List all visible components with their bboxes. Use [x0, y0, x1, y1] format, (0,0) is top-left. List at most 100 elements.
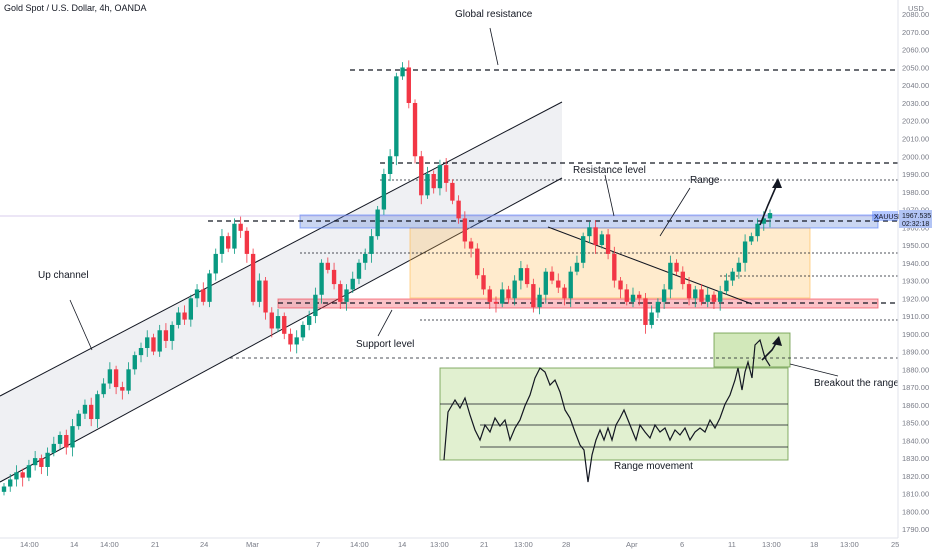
- candle-down: [282, 316, 287, 334]
- candle-down: [643, 298, 648, 325]
- candle-down: [674, 262, 679, 272]
- x-tick-label: 21: [151, 540, 159, 549]
- up-channel-upper-line: [0, 101, 563, 397]
- x-tick-label: 14: [398, 540, 406, 549]
- price-axis-background[interactable]: [898, 0, 932, 550]
- y-tick-label: 1930.00: [902, 277, 929, 286]
- candle-up: [57, 435, 63, 444]
- x-tick-label: 7: [316, 540, 320, 549]
- candle-up: [14, 472, 19, 480]
- candle-up: [51, 443, 57, 453]
- candle-up: [512, 280, 517, 299]
- candle-up: [568, 271, 573, 299]
- candle-down: [20, 472, 25, 478]
- candle-up: [661, 289, 667, 302]
- candle-up: [717, 291, 723, 302]
- candle-up: [387, 156, 393, 175]
- y-tick-label: 1870.00: [902, 383, 929, 392]
- candle-down: [269, 312, 274, 329]
- x-tick-label: Apr: [626, 540, 638, 549]
- x-tick-label: 13:00: [514, 540, 533, 549]
- candle-down: [443, 165, 449, 183]
- x-tick-label: 28: [562, 540, 570, 549]
- candle-up: [300, 324, 306, 338]
- candle-up: [742, 241, 748, 263]
- candle-up: [400, 67, 405, 77]
- candle-down: [618, 280, 623, 290]
- y-tick-label: 1850.00: [902, 419, 929, 428]
- candle-up: [630, 294, 636, 302]
- candle-down: [531, 284, 536, 308]
- candle-down: [450, 182, 455, 201]
- breakout-small-arrow-head: [772, 336, 782, 346]
- candle-up: [761, 218, 766, 224]
- annotation-up-channel: Up channel: [38, 270, 89, 281]
- candle-up: [176, 312, 181, 325]
- current-price-tag: [899, 210, 932, 228]
- x-tick-label: 14:00: [20, 540, 39, 549]
- candle-down: [686, 284, 692, 299]
- annotation-global-resistance: Global resistance: [455, 9, 533, 20]
- candle-down: [151, 337, 156, 352]
- y-tick-label: 2000.00: [902, 152, 929, 161]
- y-tick-label: 1980.00: [902, 188, 929, 197]
- candle-down: [593, 227, 598, 246]
- candle-up: [126, 369, 131, 391]
- y-tick-label: 2040.00: [902, 81, 929, 90]
- candle-up: [294, 337, 299, 345]
- candle-up: [425, 174, 430, 196]
- y-tick-label: 1790.00: [902, 525, 929, 534]
- candle-up: [587, 227, 592, 237]
- range-movement-path: [443, 338, 771, 483]
- candle-up: [313, 294, 318, 317]
- candle-down: [331, 269, 337, 285]
- y-tick-label: 1860.00: [902, 401, 929, 410]
- candle-up: [257, 280, 262, 302]
- candle-up: [543, 271, 548, 295]
- resistance-pointer: [604, 174, 615, 217]
- candle-down: [456, 200, 461, 219]
- y-axis-ticks: 2080.00 2070.00 2060.00 2050.00 2040.00 2030.…: [902, 10, 929, 534]
- breakout-pointer: [789, 363, 839, 377]
- symbol-label: XAUUSD: [874, 214, 903, 221]
- y-tick-label: 1990.00: [902, 170, 929, 179]
- candle-down: [325, 262, 331, 270]
- up-channel-lower-line: [0, 177, 563, 483]
- current-price-label: 1967.535: [902, 213, 931, 220]
- annotation-support-level: Support level: [356, 339, 414, 350]
- candle-down: [699, 289, 704, 302]
- candle-down: [120, 387, 125, 391]
- range-pointer: [659, 187, 691, 237]
- global-resistance-pointer: [489, 27, 499, 66]
- candle-up: [755, 223, 760, 237]
- candle-down: [475, 248, 480, 276]
- candle-up: [724, 280, 729, 292]
- x-tick-label: 6: [680, 540, 684, 549]
- x-tick-label: 24: [200, 540, 208, 549]
- x-tick-label: 21: [480, 540, 488, 549]
- y-tick-label: 1820.00: [902, 472, 929, 481]
- time-axis-background[interactable]: [0, 538, 932, 550]
- candle-up: [26, 465, 32, 478]
- candle-up: [82, 404, 88, 414]
- y-tick-label: 2010.00: [902, 134, 929, 143]
- candle-up: [107, 369, 113, 384]
- candle-down: [419, 156, 424, 196]
- candle-up: [306, 316, 312, 325]
- y-tick-label: 2020.00: [902, 117, 929, 126]
- candle-down: [493, 301, 499, 304]
- candle-down: [605, 234, 611, 254]
- annotation-range: Range: [690, 175, 720, 186]
- y-tick-label: 2080.00: [902, 10, 929, 19]
- candle-down: [64, 435, 69, 448]
- candle-up: [437, 165, 443, 189]
- y-tick-label: 2050.00: [902, 63, 929, 72]
- candle-down: [711, 294, 717, 302]
- candle-down: [113, 369, 119, 388]
- candle-up: [32, 458, 38, 466]
- candle-down: [462, 218, 468, 242]
- candle-down: [338, 284, 343, 302]
- candle-up: [574, 262, 580, 272]
